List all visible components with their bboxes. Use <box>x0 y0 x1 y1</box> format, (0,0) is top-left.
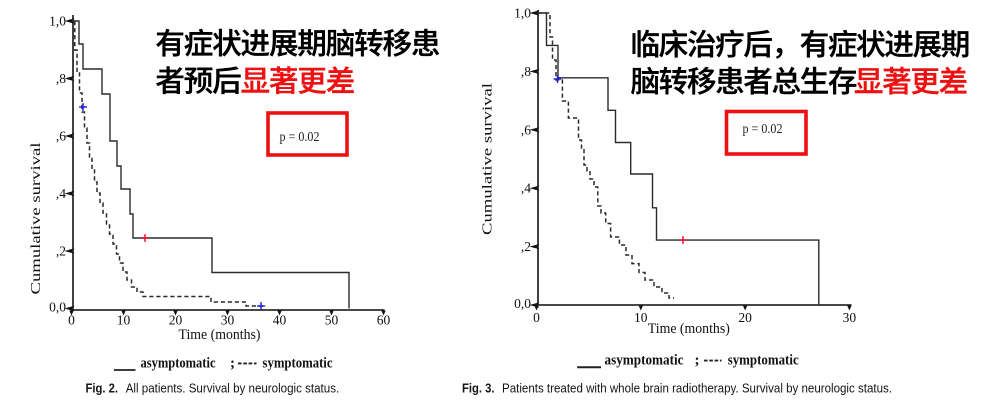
svg-text:Fig. 3.: Fig. 3. <box>462 381 495 396</box>
svg-text:20: 20 <box>738 310 752 325</box>
svg-text:Cumulative survival: Cumulative survival <box>481 83 496 235</box>
svg-text:30: 30 <box>221 313 235 328</box>
svg-text:10: 10 <box>117 313 131 328</box>
svg-text:p = 0.02: p = 0.02 <box>743 122 783 137</box>
svg-text:60: 60 <box>377 313 391 328</box>
svg-text:,8: ,8 <box>521 64 531 79</box>
svg-text:symptomatic: symptomatic <box>263 356 333 372</box>
svg-text:,2: ,2 <box>56 244 66 259</box>
svg-text:asymptomatic: asymptomatic <box>141 356 216 372</box>
svg-text:30: 30 <box>843 310 857 325</box>
svg-text:,4: ,4 <box>521 181 531 196</box>
svg-text:Time (months): Time (months) <box>648 321 730 337</box>
svg-text:p = 0.02: p = 0.02 <box>280 130 320 145</box>
svg-text:All patients. Survival by neur: All patients. Survival by neurologic sta… <box>126 381 340 396</box>
svg-text:Cumulative survival: Cumulative survival <box>29 142 44 294</box>
svg-text:1,0: 1,0 <box>49 14 66 29</box>
svg-text:,2: ,2 <box>521 239 531 254</box>
svg-text:;: ; <box>695 353 700 369</box>
svg-text:Fig. 2.: Fig. 2. <box>86 381 119 396</box>
svg-text:symptomatic: symptomatic <box>728 353 799 369</box>
svg-text:Time (months): Time (months) <box>179 327 261 343</box>
svg-text:0: 0 <box>533 310 540 325</box>
svg-text:asymptomatic: asymptomatic <box>605 353 684 369</box>
svg-text:1,0: 1,0 <box>514 6 531 21</box>
svg-text:50: 50 <box>325 313 339 328</box>
svg-text:0: 0 <box>68 313 75 328</box>
svg-text:Patients treated with whole br: Patients treated with whole brain radiot… <box>502 381 892 396</box>
svg-text:0,0: 0,0 <box>514 296 531 311</box>
svg-text:,6: ,6 <box>521 122 531 137</box>
svg-text:20: 20 <box>169 313 183 328</box>
svg-text:,6: ,6 <box>56 129 66 144</box>
svg-text:0,0: 0,0 <box>49 299 66 314</box>
svg-text:10: 10 <box>634 310 648 325</box>
svg-text:;: ; <box>230 356 235 372</box>
svg-text:,4: ,4 <box>56 186 66 201</box>
svg-text:,8: ,8 <box>56 71 66 86</box>
svg-text:40: 40 <box>273 313 287 328</box>
